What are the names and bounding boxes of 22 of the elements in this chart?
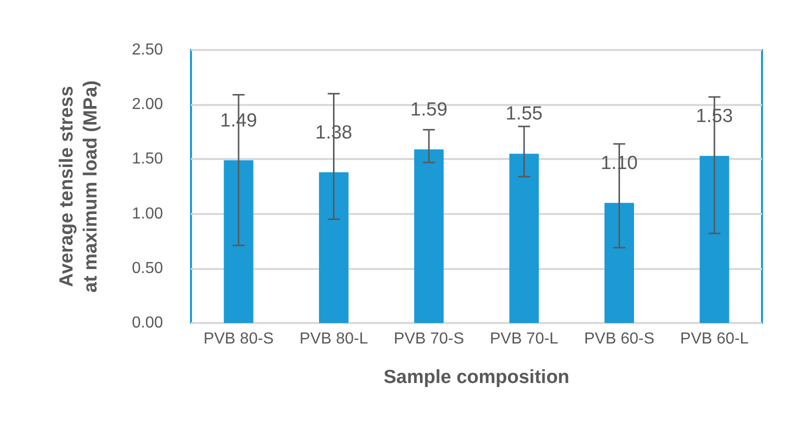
x-tick-label: PVB 60-S [584, 330, 654, 348]
bar [414, 149, 444, 323]
x-tick-label: PVB 70-L [490, 330, 558, 348]
bar [224, 160, 254, 323]
bar [319, 172, 348, 323]
x-axis-title: Sample composition [384, 367, 570, 388]
y-axis-title: Average tensile stress at maximum load (MPa) [56, 80, 102, 293]
x-tick-label: PVB 60-L [680, 330, 749, 348]
bar [700, 156, 730, 323]
x-tick-label: PVB 80-S [203, 330, 274, 348]
data-label: 1.59 [410, 99, 448, 120]
y-tick-label: 2.00 [132, 96, 164, 114]
y-tick-label: 2.50 [132, 42, 164, 58]
data-label: 1.55 [506, 104, 543, 125]
bar [509, 154, 539, 323]
y-tick-label: 0.00 [132, 314, 164, 332]
y-tick-label: 1.00 [132, 205, 164, 222]
x-tick-label: PVB 70-S [394, 330, 464, 348]
y-tick-label: 1.50 [132, 150, 164, 168]
y-tick-label: 0.50 [132, 260, 164, 277]
bar [604, 202, 634, 323]
x-tick-label: PVB 80-L [300, 330, 368, 348]
